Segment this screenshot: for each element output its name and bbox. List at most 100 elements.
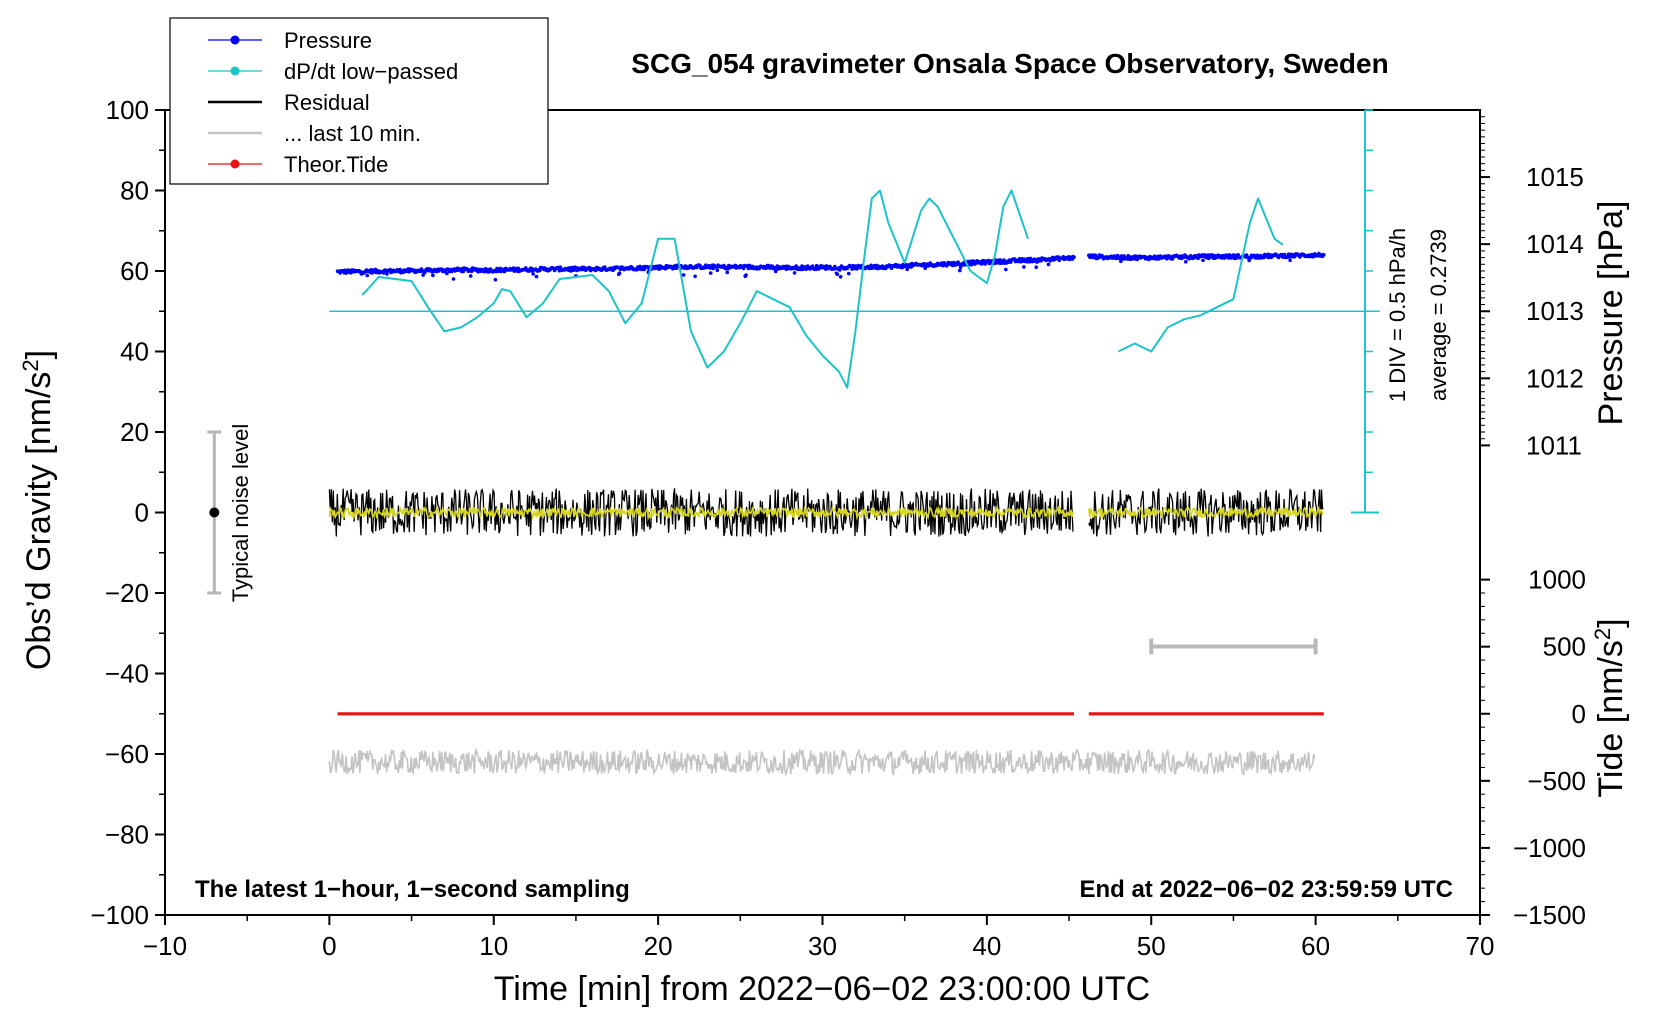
pressure-point: [1288, 258, 1292, 263]
chart-title: SCG_054 gravimeter Onsala Space Observat…: [631, 48, 1388, 79]
y-axis-title-tide: Tide [nm/s2]: [1590, 618, 1631, 797]
pressure-point: [617, 271, 622, 276]
pressure-tick-label: 1013: [1526, 296, 1584, 326]
y-tick-label: 100: [106, 95, 149, 125]
x-tick-label: 40: [972, 931, 1001, 961]
pressure-point: [1236, 253, 1241, 257]
tide-tick-label: −1500: [1513, 900, 1586, 930]
dpdt-average-label: average = 0.2739: [1426, 229, 1451, 401]
pressure-point: [741, 266, 746, 271]
pressure-point: [1025, 260, 1029, 264]
pressure-point: [744, 273, 748, 277]
pressure-point: [538, 268, 542, 273]
pressure-point: [1072, 255, 1076, 259]
pressure-point: [958, 268, 962, 273]
pressure-point: [725, 270, 729, 275]
tide-tick-label: −500: [1527, 766, 1586, 796]
last-10-min-line-0: [328, 747, 1316, 777]
pressure-point: [385, 272, 389, 276]
pressure-point: [445, 271, 449, 276]
pressure-point: [792, 271, 797, 275]
pressure-point: [1234, 256, 1238, 261]
x-tick-label: 30: [808, 931, 837, 961]
y-axis-title-gravity-text: Obs’d Gravity [nm/s: [20, 372, 58, 671]
legend-entry-residual: Residual: [208, 90, 370, 115]
x-tick-label: −10: [143, 931, 187, 961]
pressure-point: [1034, 265, 1038, 270]
x-tick-label: 70: [1466, 931, 1495, 961]
pressure-point: [493, 277, 498, 282]
tide-tick-label: −1000: [1513, 833, 1586, 863]
pressure-point: [681, 273, 686, 277]
footer-right-note: End at 2022−06−02 23:59:59 UTC: [1079, 876, 1453, 903]
pressure-point: [693, 274, 697, 279]
pressure-point: [1184, 260, 1188, 264]
legend-label: ... last 10 min.: [284, 121, 421, 146]
pressure-point: [616, 265, 620, 270]
y-tick-label: −20: [105, 578, 149, 608]
legend-label: dP/dt low−passed: [284, 59, 458, 84]
pressure-point: [1165, 257, 1169, 261]
tide-tick-label: 1000: [1528, 565, 1586, 595]
y-axis-title-pressure: Pressure [hPa]: [1592, 201, 1630, 426]
pressure-point: [1170, 257, 1175, 261]
footer-left-note: The latest 1−hour, 1−second sampling: [195, 876, 630, 903]
x-tick-label: 0: [322, 931, 336, 961]
x-tick-label: 60: [1301, 931, 1330, 961]
pressure-tick-label: 1012: [1526, 363, 1584, 393]
legend-label: Theor.Tide: [284, 152, 388, 177]
pressure-point: [708, 271, 713, 275]
pressure-point: [534, 274, 539, 279]
dp-dt-low-passed-line-1: [1117, 197, 1284, 353]
pressure-tick-label: 1011: [1526, 430, 1582, 460]
x-axis-title: Time [min] from 2022−06−02 23:00:00 UTC: [494, 970, 1150, 1008]
y-tick-label: 80: [120, 176, 149, 206]
tide-tick-label: 0: [1572, 699, 1586, 729]
noise-bar-center: [209, 507, 220, 518]
pressure-point: [1022, 265, 1026, 269]
legend-entry-pressure: Pressure: [208, 28, 372, 53]
pressure-point: [835, 272, 840, 277]
pressure-point: [531, 272, 535, 276]
legend-entry-last-10-min: ... last 10 min.: [208, 121, 421, 146]
y-axis-title-gravity-sup: 2: [18, 359, 43, 371]
legend-swatch-marker: [230, 159, 240, 169]
pressure-point: [468, 274, 473, 278]
y-axis-title-gravity: Obs’d Gravity [nm/s2]: [18, 350, 59, 670]
x-tick-label: 10: [479, 931, 508, 961]
noise-level-label: Typical noise level: [228, 424, 253, 603]
pressure-point: [715, 268, 720, 273]
pressure-point: [1126, 253, 1130, 258]
y-tick-label: −40: [105, 659, 149, 689]
dpdt-scale-label: 1 DIV = 0.5 hPa/h: [1385, 228, 1410, 402]
y-tick-label: −100: [90, 900, 149, 930]
pressure-tick-label: 1015: [1526, 162, 1584, 192]
pressure-point: [969, 262, 974, 267]
dp-dt-low-passed-line-0: [361, 189, 1029, 389]
pressure-point: [1201, 258, 1205, 263]
y-tick-label: −60: [105, 739, 149, 769]
y-tick-label: 60: [120, 256, 149, 286]
legend-label: Pressure: [284, 28, 372, 53]
tide-tick-label: 500: [1543, 632, 1586, 662]
x-tick-label: 50: [1137, 931, 1166, 961]
legend-swatch-marker: [230, 66, 240, 76]
pressure-point: [773, 269, 778, 274]
pressure-point: [838, 268, 842, 272]
y-axis-title-tide-sup: 2: [1590, 628, 1615, 640]
pressure-point: [958, 265, 963, 270]
y-axis-title-gravity-close: ]: [20, 350, 58, 359]
pressure-point: [1002, 258, 1006, 262]
annotations: [207, 109, 1379, 655]
y-tick-label: −80: [105, 820, 149, 850]
y-axis-title-tide-text: Tide [nm/s: [1592, 640, 1630, 797]
pressure-markers-0: [335, 254, 1076, 282]
series-layer: [328, 189, 1380, 777]
legend-swatch-marker: [230, 35, 240, 45]
residual-smoothed-line-1: [1088, 504, 1324, 520]
legend-entry-theor-tide: Theor.Tide: [208, 152, 388, 177]
pressure-tick-label: 1014: [1526, 229, 1584, 259]
x-tick-label: 20: [644, 931, 673, 961]
pressure-point: [983, 262, 987, 266]
pressure-point: [451, 277, 456, 281]
